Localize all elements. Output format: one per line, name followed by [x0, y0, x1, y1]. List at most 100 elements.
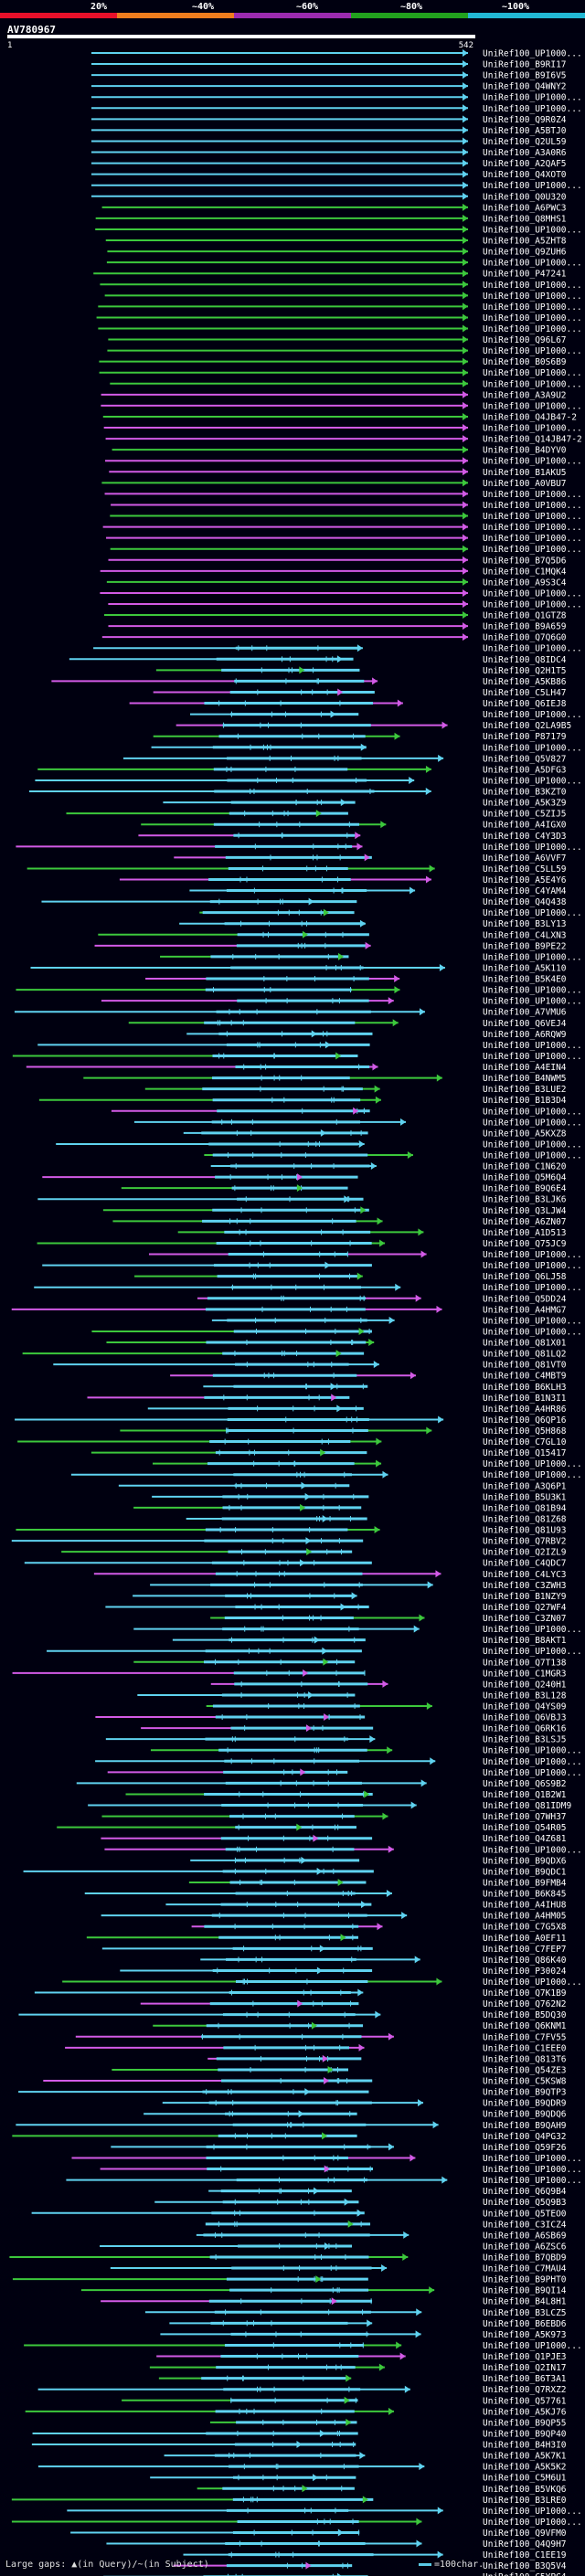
- hit-label[interactable]: UniRef100_Q54ZE3: [483, 2065, 567, 2075]
- hit-row[interactable]: UniRef100_Q81VT0: [53, 1361, 567, 1371]
- hit-label[interactable]: UniRef100_C3ZWH3: [483, 1581, 567, 1591]
- hit-row[interactable]: UniRef100_B9PHT0: [12, 2275, 567, 2285]
- hit-label[interactable]: UniRef100_UP1000...: [483, 379, 582, 389]
- hit-row[interactable]: UniRef100_Q6IEJ8: [129, 699, 567, 709]
- hit-row[interactable]: UniRef100_B3LY13: [179, 919, 567, 929]
- hit-row[interactable]: UniRef100_B0S6B9: [99, 357, 567, 367]
- hit-label[interactable]: UniRef100_UP1000...: [483, 181, 582, 191]
- hit-row[interactable]: UniRef100_UP1000...: [111, 1107, 582, 1117]
- hit-row[interactable]: UniRef100_B9A659: [108, 622, 567, 632]
- hit-label[interactable]: UniRef100_A6SB69: [483, 2231, 567, 2241]
- hit-label[interactable]: UniRef100_UP1000...: [483, 2518, 582, 2528]
- hit-row[interactable]: UniRef100_A5K5K2: [37, 2463, 567, 2473]
- hit-label[interactable]: UniRef100_A4HMG7: [483, 1305, 567, 1315]
- hit-row[interactable]: UniRef100_C3ZN07: [210, 1614, 567, 1624]
- hit-row[interactable]: UniRef100_A3A0R6: [91, 148, 567, 158]
- hit-row[interactable]: UniRef100_UP1000...: [105, 457, 582, 467]
- hit-label[interactable]: UniRef100_B3LCZ5: [483, 2308, 567, 2318]
- hit-row[interactable]: UniRef100_C4LXN3: [98, 930, 567, 940]
- hit-label[interactable]: UniRef100_B9A659: [483, 622, 567, 632]
- hit-label[interactable]: UniRef100_A3Q6P1: [483, 1481, 567, 1491]
- hit-label[interactable]: UniRef100_UP1000...: [483, 1140, 582, 1150]
- hit-row[interactable]: UniRef100_Q2IZL9: [61, 1548, 567, 1558]
- hit-row[interactable]: UniRef100_Q4Q438: [41, 897, 567, 907]
- hit-label[interactable]: UniRef100_Q4XOT0: [483, 170, 567, 180]
- hit-label[interactable]: UniRef100_B9QAH9: [483, 2121, 567, 2131]
- hit-row[interactable]: UniRef100_Q6VEJ4: [128, 1019, 567, 1029]
- hit-row[interactable]: UniRef100_B6KLH3: [203, 1383, 567, 1393]
- hit-label[interactable]: UniRef100_Q6Q9B4: [483, 2187, 567, 2197]
- hit-row[interactable]: UniRef100_B1NZY9: [133, 1592, 567, 1602]
- hit-row[interactable]: UniRef100_Q762N2: [140, 1999, 567, 2009]
- hit-row[interactable]: UniRef100_B3Q5V4: [173, 2561, 567, 2571]
- hit-label[interactable]: UniRef100_Q4Z681: [483, 1834, 567, 1844]
- hit-row[interactable]: UniRef100_A6VVF7: [174, 853, 567, 864]
- hit-label[interactable]: UniRef100_Q81B94: [483, 1503, 567, 1513]
- hit-label[interactable]: UniRef100_A5K3Z9: [483, 799, 567, 809]
- hit-row[interactable]: UniRef100_Q6VBJ3: [95, 1713, 567, 1723]
- hit-label[interactable]: UniRef100_Q86K40: [483, 1956, 567, 1966]
- hit-row[interactable]: UniRef100_Q2UL59: [91, 137, 567, 147]
- hit-label[interactable]: UniRef100_Q2IN17: [483, 2363, 567, 2373]
- hit-row[interactable]: UniRef100_B5DQ30: [18, 2010, 567, 2020]
- hit-label[interactable]: UniRef100_B3LJK6: [483, 1195, 567, 1205]
- hit-label[interactable]: UniRef100_A4HR86: [483, 1405, 567, 1415]
- hit-row[interactable]: UniRef100_Q81X01: [106, 1339, 567, 1349]
- hit-row[interactable]: UniRef100_B4NWM5: [83, 1074, 567, 1084]
- hit-row[interactable]: UniRef100_C1MQK4: [100, 567, 567, 577]
- hit-row[interactable]: UniRef100_Q813T6: [207, 2054, 567, 2064]
- hit-row[interactable]: UniRef100_A6ZSC6: [100, 2242, 567, 2252]
- hit-label[interactable]: UniRef100_UP1000...: [483, 2507, 582, 2517]
- hit-label[interactable]: UniRef100_UP1000...: [483, 1250, 582, 1260]
- hit-label[interactable]: UniRef100_UP1000...: [483, 997, 582, 1007]
- hit-label[interactable]: UniRef100_Q6LJ58: [483, 1272, 567, 1282]
- hit-row[interactable]: UniRef100_UP1000...: [102, 523, 582, 533]
- hit-row[interactable]: UniRef100_Q6Q9B4: [208, 2187, 567, 2197]
- hit-label[interactable]: UniRef100_Q5TEO0: [483, 2209, 567, 2219]
- hit-label[interactable]: UniRef100_A7VMU6: [483, 1008, 567, 1018]
- hit-label[interactable]: UniRef100_Q6RK16: [483, 1724, 567, 1734]
- hit-label[interactable]: UniRef100_Q4WNY2: [483, 82, 567, 92]
- hit-row[interactable]: UniRef100_B6K845: [84, 1890, 567, 1900]
- hit-row[interactable]: UniRef100_A4IHU8: [165, 1901, 567, 1911]
- hit-label[interactable]: UniRef100_UP1000...: [483, 401, 582, 411]
- hit-label[interactable]: UniRef100_Q6QP16: [483, 1415, 567, 1426]
- hit-label[interactable]: UniRef100_A5DFG3: [483, 765, 567, 775]
- hit-row[interactable]: UniRef100_Q1B2W1: [125, 1790, 567, 1800]
- hit-row[interactable]: UniRef100_UP1000...: [62, 1977, 582, 1988]
- hit-row[interactable]: UniRef100_UP1000...: [56, 1140, 582, 1150]
- hit-label[interactable]: UniRef100_B3LSJ5: [483, 1735, 567, 1745]
- hit-row[interactable]: UniRef100_UP1000...: [47, 1647, 582, 1657]
- hit-label[interactable]: UniRef100_A5K110: [483, 963, 567, 973]
- hit-row[interactable]: UniRef100_B9QDX6: [190, 1856, 567, 1866]
- hit-label[interactable]: UniRef100_B7Q5D6: [483, 556, 567, 566]
- hit-label[interactable]: UniRef100_B8AKT1: [483, 1636, 567, 1646]
- hit-label[interactable]: UniRef100_B9QP55: [483, 2418, 567, 2428]
- hit-row[interactable]: UniRef100_B9QTP3: [18, 2088, 567, 2098]
- hit-row[interactable]: UniRef100_A4HMG7: [11, 1305, 567, 1315]
- hit-row[interactable]: UniRef100_Q7T138: [133, 1658, 567, 1668]
- hit-row[interactable]: UniRef100_B3KZT0: [28, 788, 567, 798]
- hit-row[interactable]: UniRef100_UP1000...: [199, 908, 582, 918]
- hit-label[interactable]: UniRef100_UP1000...: [483, 1041, 582, 1051]
- hit-label[interactable]: UniRef100_Q4PG32: [483, 2132, 567, 2142]
- hit-label[interactable]: UniRef100_B4L8H1: [483, 2297, 567, 2307]
- hit-label[interactable]: UniRef100_Q81VT0: [483, 1361, 567, 1371]
- hit-row[interactable]: UniRef100_UP1000...: [100, 281, 582, 291]
- hit-row[interactable]: UniRef100_UP1000...: [110, 512, 582, 522]
- hit-row[interactable]: UniRef100_C7G5X8: [191, 1923, 567, 1933]
- hit-label[interactable]: UniRef100_C3ICZ4: [483, 2220, 567, 2230]
- hit-label[interactable]: UniRef100_C4LYC3: [483, 1570, 567, 1580]
- hit-label[interactable]: UniRef100_A5KB86: [483, 677, 567, 687]
- hit-row[interactable]: UniRef100_C5M6U1: [150, 2474, 567, 2484]
- hit-row[interactable]: UniRef100_UP1000...: [211, 1316, 582, 1326]
- hit-row[interactable]: UniRef100_UP1000...: [150, 1746, 582, 1756]
- hit-row[interactable]: UniRef100_A4EIN4: [26, 1063, 567, 1073]
- hit-label[interactable]: UniRef100_Q75JC9: [483, 1239, 567, 1249]
- hit-row[interactable]: UniRef100_A5KXZ8: [183, 1129, 567, 1139]
- hit-row[interactable]: UniRef100_Q6KNM1: [153, 2021, 567, 2031]
- hit-row[interactable]: UniRef100_A5DFG3: [37, 765, 567, 775]
- hit-row[interactable]: UniRef100_Q81IDM9: [88, 1801, 572, 1811]
- hit-row[interactable]: UniRef100_UP1000...: [204, 1151, 582, 1161]
- hit-label[interactable]: UniRef100_C5YPG4: [483, 2572, 567, 2576]
